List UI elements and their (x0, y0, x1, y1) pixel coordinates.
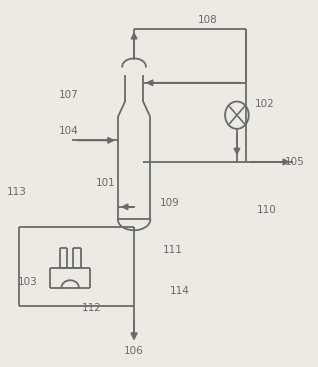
Text: 110: 110 (257, 206, 276, 215)
Text: 114: 114 (169, 286, 189, 297)
Text: 104: 104 (59, 126, 79, 137)
Text: 113: 113 (7, 188, 27, 197)
Text: 103: 103 (18, 277, 38, 287)
Text: 111: 111 (163, 245, 183, 255)
Text: 107: 107 (59, 90, 79, 101)
Text: 108: 108 (197, 15, 217, 25)
Text: 109: 109 (160, 198, 180, 208)
Text: 101: 101 (96, 178, 116, 189)
Text: 106: 106 (124, 346, 144, 356)
Text: 102: 102 (255, 99, 275, 109)
Text: 105: 105 (285, 157, 304, 167)
Text: 112: 112 (82, 302, 102, 313)
